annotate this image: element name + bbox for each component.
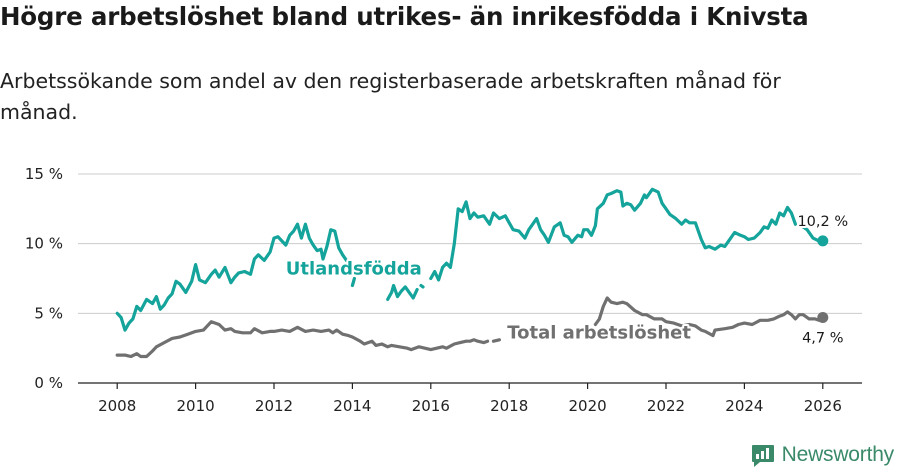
total-arbetsl-shet-line — [593, 296, 825, 338]
total-arbetsl-shet-end-point — [817, 312, 829, 324]
y-tick-label: 10 % — [25, 235, 63, 253]
brand-name: Newsworthy — [781, 443, 895, 466]
utlandsf-dda-line — [115, 222, 349, 332]
x-tick-label: 2008 — [98, 397, 136, 415]
total-end-value-label: 4,7 % — [802, 331, 843, 347]
x-tick-label: 2014 — [333, 397, 371, 415]
x-tick-label: 2012 — [255, 397, 293, 415]
total-arbetsl-shet-series-label: Total arbetslöshet — [507, 322, 691, 343]
series-lines — [115, 187, 829, 359]
series-labels: Utlandsfödda Total arbetslöshet 10,2 % 4,7 … — [284, 212, 850, 349]
axes: 0 % 5 % 10 % 15 % 2008 2010 2012 2014 2016 2018 20… — [25, 165, 862, 415]
total-arbetsl-shet-line — [115, 320, 490, 359]
utlandsf-dda-end-point — [817, 235, 829, 247]
y-tick-label: 15 % — [25, 165, 63, 183]
utlandsf-dda-line — [429, 187, 797, 282]
x-tick-label: 2022 — [647, 397, 685, 415]
chart-subtitle: Arbetssökande som andel av den registerb… — [0, 69, 781, 124]
newsworthy-brand[interactable]: Newsworthy — [750, 442, 894, 468]
chart-title: Högre arbetslöshet bland utrikes- än inr… — [0, 2, 809, 31]
utlandsfodda-end-value-label: 10,2 % — [797, 214, 848, 230]
x-tick-label: 2018 — [490, 397, 528, 415]
y-tick-label: 0 % — [34, 374, 63, 392]
x-tick-label: 2020 — [569, 397, 607, 415]
utlandsf-dda-series-label: Utlandsfödda — [286, 258, 422, 279]
x-tick-label: 2010 — [177, 397, 215, 415]
newsworthy-logo-icon — [751, 445, 774, 467]
x-tick-label: 2026 — [804, 397, 842, 415]
utlandsf-dda-line — [386, 283, 419, 301]
total-arbetsl-shet-line — [491, 338, 501, 343]
x-tick-label: 2024 — [725, 397, 763, 415]
gridlines — [78, 173, 862, 314]
y-tick-label: 5 % — [34, 304, 63, 322]
x-tick-label: 2016 — [412, 397, 450, 415]
utlandsf-dda-line — [419, 283, 425, 289]
utlandsf-dda-line — [350, 276, 356, 288]
